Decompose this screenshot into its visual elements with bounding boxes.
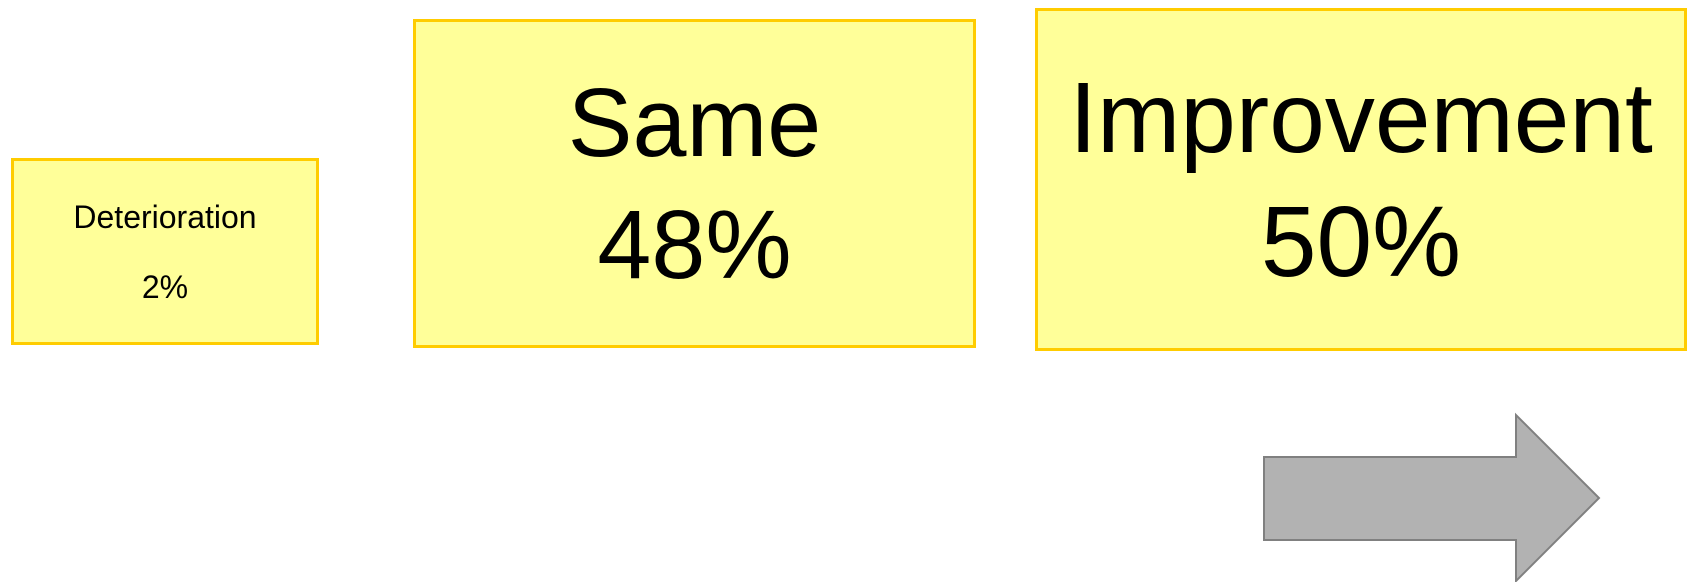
box-label: Deterioration [73, 198, 257, 235]
box-value: 50% [1260, 185, 1462, 298]
box-label: Improvement [1069, 61, 1653, 174]
box-value: 2% [141, 268, 189, 305]
deterioration-box: Deterioration 2% [11, 158, 319, 345]
box-value: 48% [597, 189, 792, 299]
improvement-box: Improvement 50% [1035, 8, 1687, 351]
arrow [1263, 412, 1601, 582]
box-label: Same [567, 67, 822, 177]
same-box: Same 48% [413, 19, 976, 348]
